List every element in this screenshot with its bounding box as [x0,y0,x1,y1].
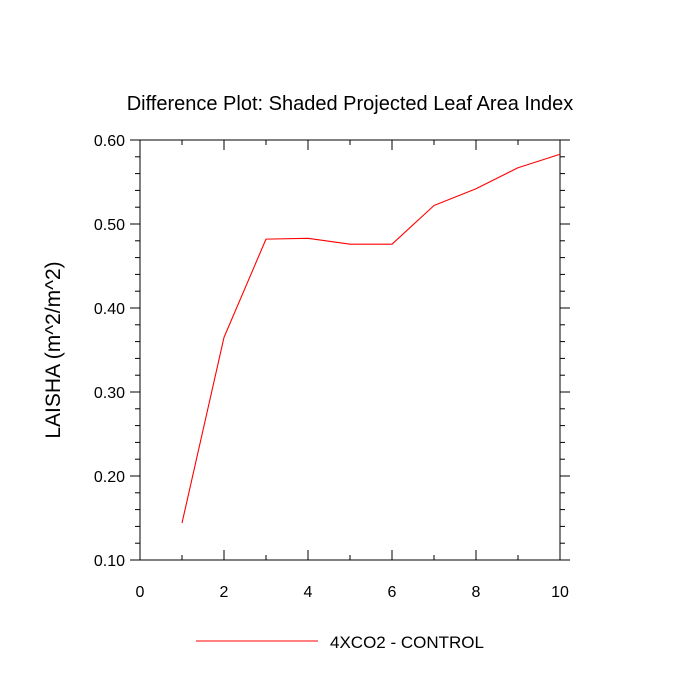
y-tick-label: 0.10 [94,553,125,570]
legend: 4XCO2 - CONTROL [196,633,484,652]
y-axis: 0.10 0.20 0.30 0.40 0.50 0.60 [94,133,570,570]
y-tick-label: 0.40 [94,301,125,318]
x-tick-label: 4 [304,584,313,601]
y-tick-label: 0.30 [94,385,125,402]
chart-title: Difference Plot: Shaded Projected Leaf A… [127,93,574,115]
x-tick-label: 2 [220,584,229,601]
y-tick-label: 0.50 [94,217,125,234]
x-tick-label: 0 [136,584,145,601]
y-axis-label: LAISHA (m^2/m^2) [42,261,65,438]
x-tick-label: 10 [551,584,569,601]
x-axis: 0 2 4 6 8 10 [136,140,569,601]
y-tick-label: 0.20 [94,469,125,486]
series-line [181,153,561,524]
plot-frame [139,139,561,561]
series-layer [181,153,561,524]
legend-label: 4XCO2 - CONTROL [330,633,484,652]
x-tick-label: 6 [388,584,397,601]
y-tick-label: 0.60 [94,133,125,150]
x-tick-label: 8 [472,584,481,601]
